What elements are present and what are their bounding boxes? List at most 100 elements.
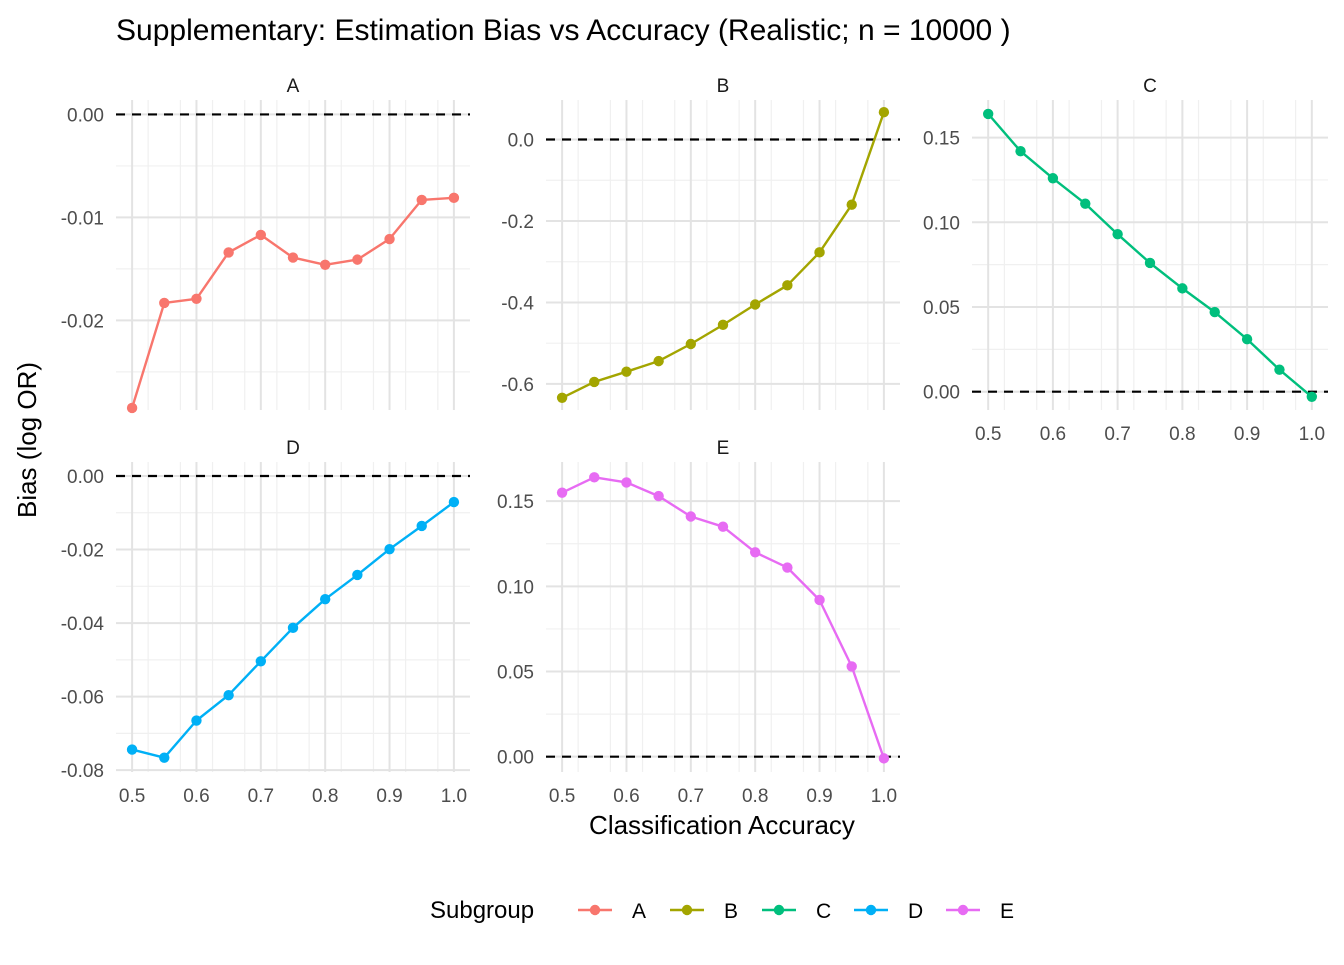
data-point (448, 496, 460, 508)
legend-item-b: B (670, 900, 738, 923)
x-tick-label: 0.6 (1040, 424, 1066, 445)
y-axis-label: Bias (log OR) (12, 362, 42, 518)
data-point (814, 594, 825, 606)
data-point (589, 376, 600, 388)
x-tick-label: 0.9 (806, 786, 832, 807)
y-tick-label: -0.01 (61, 208, 104, 229)
data-point (416, 194, 427, 206)
legend-key-point (773, 904, 785, 916)
data-point (749, 547, 761, 558)
data-point (319, 593, 331, 605)
data-point (287, 622, 299, 634)
legend-item-a: A (578, 900, 646, 923)
legend-key-point (681, 904, 693, 916)
data-point (846, 199, 857, 210)
y-tick-label: 0.10 (497, 577, 534, 598)
legend-label: B (724, 900, 738, 923)
legend-key-point (589, 904, 601, 916)
data-point (448, 192, 460, 204)
x-tick-label: 0.7 (678, 786, 704, 807)
x-tick-label: 0.8 (742, 786, 768, 807)
data-point (223, 247, 234, 258)
x-tick-label: 0.5 (975, 424, 1001, 445)
data-point (717, 319, 729, 331)
data-point (621, 477, 632, 488)
panel-strip-label: B (717, 76, 730, 97)
panel-strip-label: A (287, 76, 300, 97)
y-tick-label: 0.15 (497, 492, 534, 513)
x-tick-label: 0.9 (1234, 424, 1260, 445)
x-tick-label: 0.8 (1169, 424, 1195, 445)
y-tick-label: -0.2 (501, 212, 534, 233)
legend-title: Subgroup (430, 897, 534, 924)
x-tick-label: 0.7 (1104, 424, 1130, 445)
data-point (685, 338, 697, 350)
data-point (191, 293, 202, 304)
y-tick-label: 0.00 (497, 748, 534, 769)
data-point (126, 402, 138, 414)
chart-title: Supplementary: Estimation Bias vs Accura… (116, 14, 1011, 47)
x-tick-label: 0.7 (248, 786, 274, 807)
data-point (384, 233, 395, 245)
x-tick-label: 1.0 (871, 786, 897, 807)
panel-e: E 0.00 0.05 0.10 0.15 0.5 0.6 0.7 0.8 0.9 1.0 (497, 438, 900, 807)
data-point (319, 259, 331, 270)
data-point (749, 299, 761, 310)
y-tick-label: -0.04 (61, 614, 105, 635)
y-tick-label: 0.05 (923, 298, 960, 319)
y-tick-label: 0.00 (923, 383, 960, 404)
x-tick-label: 0.8 (312, 786, 338, 807)
panel-d: D 0.00 -0.02 -0.04 -0.06 -0.08 0.5 0.6 0.7 0.8 0.9… (61, 438, 470, 807)
panel-c: C 0.00 0.05 0.10 0.15 0.5 0.6 0.7 0.8 0.9 1.0 (923, 76, 1328, 445)
legend-label: E (1000, 900, 1014, 923)
data-point (159, 752, 170, 763)
data-point (685, 511, 697, 522)
legend-label: C (816, 900, 831, 923)
data-point (126, 744, 138, 755)
panel-a: A 0.00 -0.01 -0.02 (61, 76, 470, 414)
x-axis-label: Classification Accuracy (589, 810, 855, 840)
x-tick-label: 0.6 (183, 786, 209, 807)
x-tick-label: 0.5 (119, 786, 145, 807)
data-point (1047, 173, 1059, 184)
data-point (255, 656, 267, 667)
data-point (1177, 283, 1188, 294)
y-tick-label: 0.00 (67, 467, 104, 488)
data-point (556, 392, 568, 403)
y-tick-label: 0.10 (923, 213, 960, 234)
data-point (352, 569, 363, 581)
panel-strip-label: E (717, 438, 730, 459)
data-point (287, 252, 299, 263)
data-point (352, 254, 363, 265)
data-point (159, 297, 170, 309)
x-tick-label: 0.5 (549, 786, 575, 807)
legend-item-d: D (854, 900, 923, 923)
data-point (782, 280, 793, 291)
legend: Subgroup A B C D E (430, 897, 1014, 924)
y-tick-label: -0.02 (61, 541, 104, 562)
legend-item-c: C (762, 900, 831, 923)
data-point (814, 247, 825, 258)
x-tick-label: 1.0 (1299, 424, 1325, 445)
data-point (223, 689, 234, 701)
data-point (782, 562, 793, 573)
legend-key-point (865, 904, 877, 916)
x-tick-label: 0.9 (376, 786, 402, 807)
data-point (717, 521, 729, 532)
panel-b: B 0.0 -0.2 -0.4 -0.6 (501, 76, 900, 410)
data-point (384, 543, 395, 555)
data-point (1274, 364, 1285, 375)
data-point (846, 661, 857, 672)
panels: A 0.00 -0.01 -0.02 B 0.0 -0.2 -0.4 -0.6 C 0.00 0.05… (61, 76, 1328, 807)
data-point (982, 108, 994, 120)
data-point (878, 107, 890, 118)
data-point (1144, 257, 1156, 269)
data-point (653, 355, 664, 367)
legend-item-e: E (946, 900, 1014, 923)
y-tick-label: 0.00 (67, 105, 104, 126)
y-tick-label: 0.0 (508, 131, 534, 152)
y-tick-label: 0.05 (497, 663, 534, 684)
panel-strip-label: C (1143, 76, 1157, 97)
x-tick-label: 0.6 (613, 786, 639, 807)
